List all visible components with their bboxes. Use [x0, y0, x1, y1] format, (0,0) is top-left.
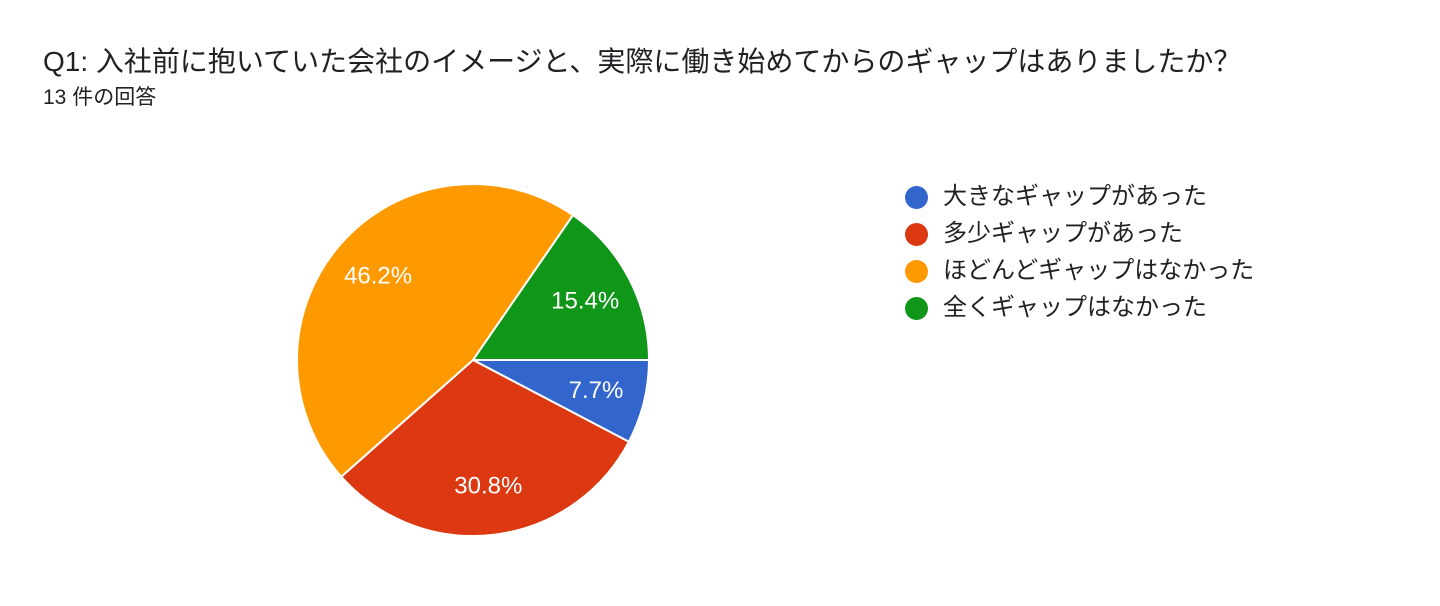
response-count: 13 件の回答 [43, 86, 157, 109]
legend-color-dot [905, 222, 928, 246]
legend-label: 大きなギャップがあった [943, 183, 1207, 210]
legend-label: 多少ギャップがあった [943, 220, 1183, 247]
pie-chart: 7.7% 30.8% 46.2% 15.4% [278, 165, 668, 555]
legend-label: 全くギャップはなかった [943, 294, 1207, 321]
pie-slice-1[interactable] [339, 358, 631, 537]
legend-color-dot [905, 259, 928, 283]
legend-color-dot [905, 185, 928, 209]
legend-item-3: 全くギャップはなかった [905, 294, 1254, 322]
pie-slice-label-3: 15.4% [551, 288, 619, 315]
legend-item-0: 大きなギャップがあった [905, 183, 1254, 211]
legend-item-1: 多少ギャップがあった [905, 220, 1254, 248]
legend-item-2: ほどんどギャップはなかった [905, 257, 1254, 285]
pie-slice-label-2: 46.2% [344, 263, 412, 290]
chart-header: Q1: 入社前に抱いていた会社のイメージと、実際に働き始めてからのギャップはあり… [43, 44, 1241, 110]
question-title: Q1: 入社前に抱いていた会社のイメージと、実際に働き始めてからのギャップはあり… [43, 46, 1242, 77]
pie-chart-svg: 7.7% 30.8% 46.2% 15.4% [296, 182, 651, 537]
pie-slice-2[interactable] [296, 182, 575, 479]
pie-slice-label-0: 7.7% [569, 377, 624, 404]
pie-slice-3[interactable] [471, 213, 651, 361]
chart-legend: 大きなギャップがあった 多少ギャップがあったほどんどギャップはなかった 全くギャップ… [905, 183, 1254, 331]
pie-slice-label-1: 30.8% [454, 472, 522, 499]
pie-slices [296, 182, 651, 537]
legend-label: ほどんどギャップはなかった [943, 257, 1255, 284]
legend-color-dot [905, 296, 928, 320]
pie-slice-labels: 7.7% 30.8% 46.2% 15.4% [344, 263, 623, 500]
